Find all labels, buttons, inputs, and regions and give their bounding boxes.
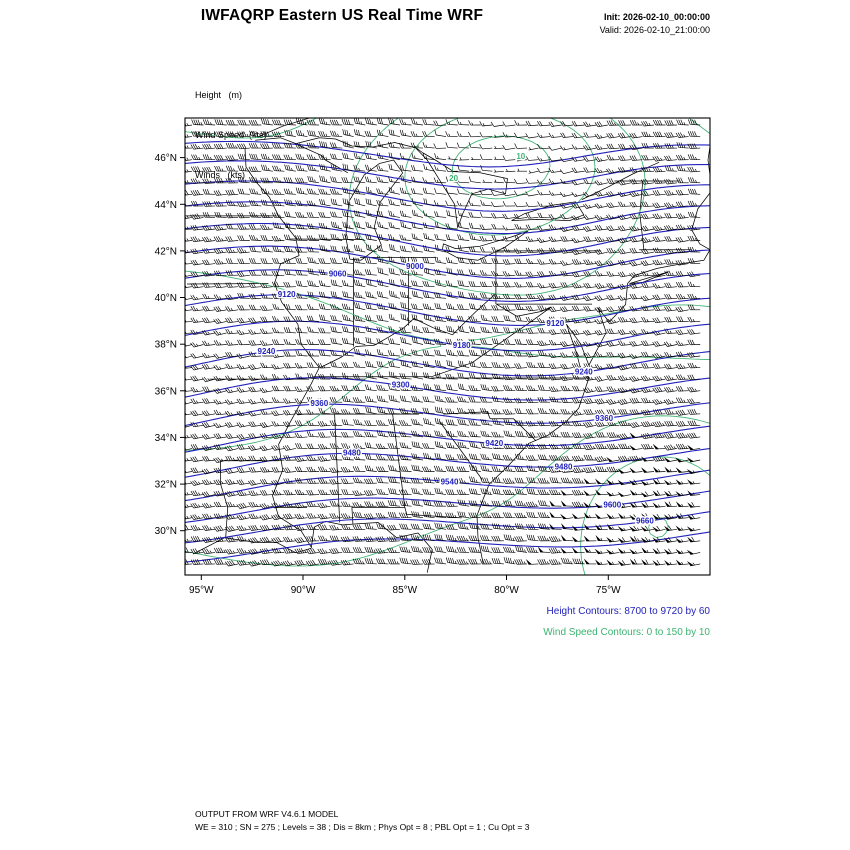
svg-text:42°N: 42°N — [155, 246, 177, 257]
svg-text:9000: 9000 — [406, 262, 424, 271]
svg-text:9360: 9360 — [595, 414, 613, 423]
svg-text:38°N: 38°N — [155, 340, 177, 351]
svg-text:20: 20 — [449, 174, 458, 183]
model-info-line2: WE = 310 ; SN = 275 ; Levels = 38 ; Dis … — [195, 822, 530, 832]
svg-text:90°W: 90°W — [291, 585, 316, 596]
model-info-line1: OUTPUT FROM WRF V4.6.1 MODEL — [195, 809, 339, 819]
svg-text:85°W: 85°W — [393, 585, 418, 596]
map-figure: 9000 9060 9120 9120 9180 9240 9240 9300 9360 9360… — [155, 117, 711, 596]
legend-windspeed-label: Wind Speed (kts) — [195, 130, 267, 141]
svg-text:9480: 9480 — [343, 448, 361, 457]
legend: Height (m) Wind Speed (kts) Winds (kts) — [195, 62, 267, 196]
svg-text:9120: 9120 — [546, 319, 564, 328]
svg-text:9300: 9300 — [392, 380, 410, 389]
svg-text:9240: 9240 — [575, 367, 593, 376]
svg-text:9360: 9360 — [310, 399, 328, 408]
svg-text:46°N: 46°N — [155, 153, 177, 164]
svg-text:9480: 9480 — [555, 462, 573, 471]
svg-text:75°W: 75°W — [596, 585, 621, 596]
svg-text:9660: 9660 — [636, 517, 654, 526]
windspeed-contours-note: Wind Speed Contours: 0 to 150 by 10 — [543, 627, 710, 638]
legend-height-label: Height (m) — [195, 89, 243, 100]
svg-text:9600: 9600 — [603, 501, 621, 510]
svg-text:40°N: 40°N — [155, 293, 177, 304]
svg-text:32°N: 32°N — [155, 480, 177, 491]
model-info: OUTPUT FROM WRF V4.6.1 MODEL WE = 310 ; … — [195, 808, 529, 834]
svg-text:9240: 9240 — [258, 347, 276, 356]
init-time: Init: 2026-02-10_00:00:00 — [603, 12, 710, 22]
svg-text:9540: 9540 — [441, 477, 459, 486]
svg-text:80°W: 80°W — [494, 585, 519, 596]
svg-text:36°N: 36°N — [155, 386, 177, 397]
run-times: Init: 2026-02-10_00:00:00 Valid: 2026-02… — [600, 11, 710, 37]
svg-text:9420: 9420 — [485, 439, 503, 448]
valid-time: Valid: 2026-02-10_21:00:00 — [599, 25, 710, 35]
height-contours-note: Height Contours: 8700 to 9720 by 60 — [546, 606, 710, 617]
svg-text:95°W: 95°W — [189, 585, 214, 596]
svg-text:9120: 9120 — [278, 290, 296, 299]
svg-text:9060: 9060 — [329, 269, 347, 278]
svg-text:10: 10 — [516, 152, 525, 161]
page-title: IWFAQRP Eastern US Real Time WRF — [200, 7, 484, 24]
svg-text:44°N: 44°N — [155, 200, 177, 211]
svg-text:30°N: 30°N — [155, 526, 177, 537]
svg-text:9180: 9180 — [453, 341, 471, 350]
svg-text:34°N: 34°N — [155, 433, 177, 444]
legend-winds-label: Winds (kts) — [195, 170, 246, 181]
